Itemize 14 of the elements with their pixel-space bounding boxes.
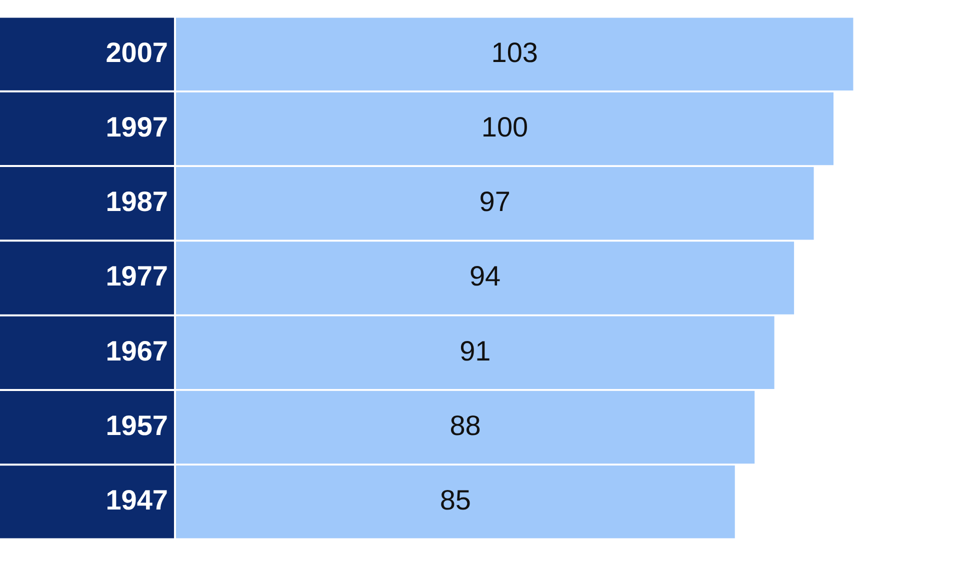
data-label: 88 — [450, 410, 481, 441]
y-tick-label: 1957 — [106, 410, 168, 441]
data-label: 97 — [479, 186, 510, 218]
y-tick-label: 1967 — [106, 335, 168, 366]
y-tick-label: 1947 — [106, 484, 168, 516]
data-label: 91 — [460, 335, 491, 366]
data-label: 85 — [440, 484, 472, 516]
data-label: 94 — [469, 260, 501, 292]
y-tick-label: 1997 — [106, 111, 168, 142]
data-label: 103 — [491, 36, 538, 68]
y-tick-label: 2007 — [106, 36, 168, 68]
data-label: 100 — [481, 111, 528, 142]
y-tick-label: 1977 — [106, 260, 168, 292]
y-tick-label: 1987 — [106, 186, 168, 218]
